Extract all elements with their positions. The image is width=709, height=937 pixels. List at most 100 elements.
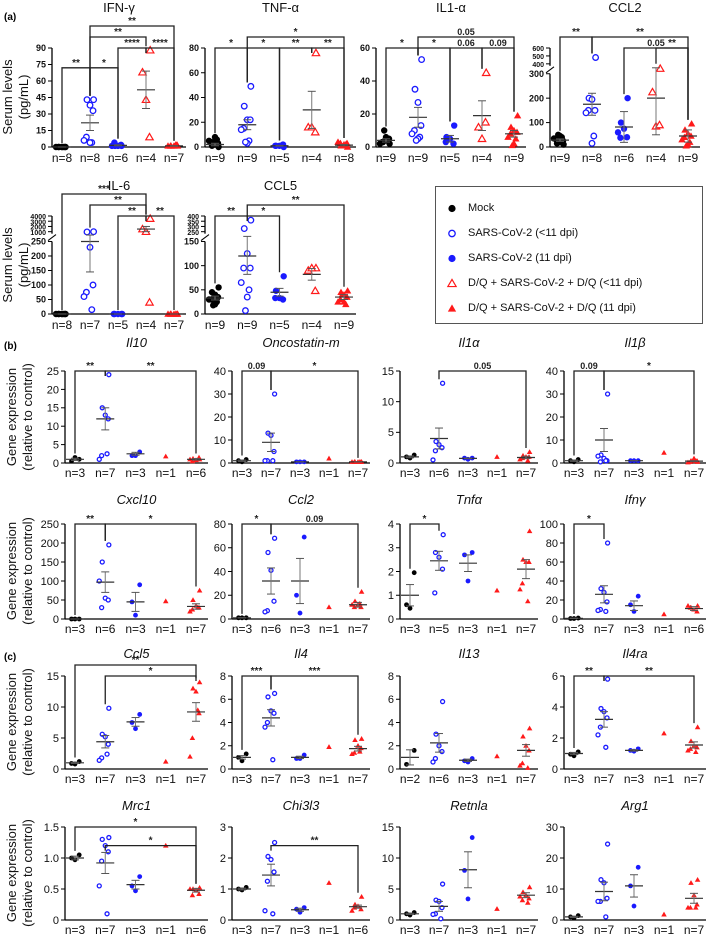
chart-title: IFN-γ <box>103 0 135 15</box>
dq-11-point <box>685 459 691 465</box>
sars-lt11-point <box>271 710 277 716</box>
group-mock: n=3 <box>400 570 421 636</box>
sars-11-point <box>469 550 475 555</box>
sars-lt11-point <box>246 264 254 272</box>
y-tick-label: 25 <box>47 366 59 378</box>
dq-11-point <box>349 907 355 913</box>
y-tick-label: 50 <box>47 595 59 607</box>
sars-lt11-point <box>89 107 97 115</box>
sars-lt11-point <box>430 457 436 463</box>
group-sars-11: n=3 <box>125 449 146 480</box>
y-tick-label: 40 <box>546 366 558 378</box>
y-tick-label: 6 <box>552 671 558 683</box>
group-dq-11: n=1 <box>654 449 675 480</box>
dq-11-point <box>494 906 500 911</box>
bracket-line <box>573 675 605 748</box>
y-tick-label: 10 <box>47 421 59 433</box>
y-tick-label: 40 <box>546 576 558 588</box>
sars-lt11-point <box>582 109 590 117</box>
bracket-line <box>61 193 147 310</box>
significance-bracket: 0.05 <box>438 361 527 448</box>
y-tick-label: 400 <box>187 214 199 221</box>
dq-11-point <box>519 580 526 586</box>
significance-label: * <box>261 38 265 49</box>
y-axis-label: Serum levels (pg/mL) <box>0 227 31 303</box>
significance-bracket: ** <box>214 206 248 284</box>
dq-11-point <box>358 588 365 594</box>
group-dq-11: n=1 <box>487 753 508 786</box>
chart-title: Il10 <box>126 335 148 350</box>
sars-lt11-point <box>604 895 610 901</box>
y-tick-label: 15 <box>47 671 59 683</box>
group-n-label: n=7 <box>164 151 185 165</box>
significance-bracket: ** <box>117 206 147 310</box>
y-axis-label-line: (relative to control) <box>20 819 35 927</box>
significance-label: ** <box>114 195 122 206</box>
sars-lt11-point <box>270 911 276 917</box>
sars-11-point <box>294 592 299 598</box>
legend-marker-icon <box>448 204 456 212</box>
group-n-label: n=3 <box>564 772 585 786</box>
group-sars-11: n=5 <box>269 141 290 165</box>
group-n-label: n=6 <box>614 151 635 165</box>
dq-11-point <box>513 112 522 119</box>
y-tick-label: 1.0 <box>44 853 59 865</box>
sars-lt11-point <box>604 676 611 682</box>
significance-label: * <box>647 361 651 372</box>
dq-11-point <box>162 758 169 764</box>
group-dq-11: n=7 <box>164 141 185 165</box>
sars-lt11-point <box>247 82 255 90</box>
sars-lt11-point <box>106 372 112 378</box>
dq-11-point <box>682 142 690 149</box>
y-tick-label: 0 <box>388 614 394 626</box>
y-tick-label: 15 <box>382 366 394 378</box>
group-n-label: n=8 <box>80 151 101 165</box>
significance-label: * <box>102 58 106 69</box>
legend: Mock SARS-CoV-2 (<11 dpi) SARS-CoV-2 (11 d… <box>435 186 703 324</box>
sars-11-point <box>469 835 475 840</box>
group-dq-11: n=7 <box>516 528 537 636</box>
significance-label: * <box>294 27 298 38</box>
group-n-label: n=1 <box>319 466 340 480</box>
dq-11-point <box>661 911 667 917</box>
significance-label: ** <box>72 58 80 69</box>
group-dq-11: n=1 <box>156 842 176 937</box>
sars-lt11-point <box>268 856 274 863</box>
group-sars-lt11: n=7 <box>95 705 116 786</box>
significance-label: 0.05 <box>474 361 492 371</box>
y-tick-label: 50 <box>36 295 46 305</box>
group-sars-lt11: n=5 <box>429 532 450 636</box>
y-tick-label: 8 <box>388 671 394 683</box>
group-n-label: n=3 <box>232 466 253 480</box>
significance-label: * <box>134 817 138 828</box>
sars-lt11-point <box>106 834 112 841</box>
mock-point <box>211 133 219 141</box>
sars-lt11-point <box>247 216 255 224</box>
legend-item: D/Q + SARS-CoV-2 + D/Q (11 dpi) <box>446 295 702 320</box>
sars-lt11-point <box>448 229 456 237</box>
sars-11-point <box>137 874 143 879</box>
sars-11-point <box>279 141 287 148</box>
sars-11-point <box>133 612 138 618</box>
significance-bracket: ** <box>591 27 689 120</box>
y-tick-label: 50 <box>189 285 199 295</box>
significance-bracket: * <box>246 206 281 273</box>
dq-lt11-point <box>145 213 155 222</box>
significance-label: * <box>229 38 233 49</box>
mock-point <box>243 751 249 757</box>
sars-11-point <box>448 254 456 262</box>
y-tick-label: 6 <box>220 694 226 706</box>
group-sars-lt11: n=8 <box>582 54 603 165</box>
dq-lt11-point <box>137 67 148 76</box>
significance-label: ** <box>114 27 122 38</box>
group-sars-11: n=3 <box>290 534 311 636</box>
group-n-label: n=7 <box>684 923 705 937</box>
legend-item: SARS-CoV-2 (<11 dpi) <box>446 220 702 245</box>
group-n-label: n=4 <box>646 151 667 165</box>
bracket-line <box>246 215 281 273</box>
group-sars-11: n=3 <box>290 459 311 480</box>
group-dq-11: n=6 <box>186 454 207 480</box>
significance-bracket: * <box>246 27 345 139</box>
y-tick-label: 2 <box>388 566 394 578</box>
group-n-label: n=5 <box>429 622 450 636</box>
